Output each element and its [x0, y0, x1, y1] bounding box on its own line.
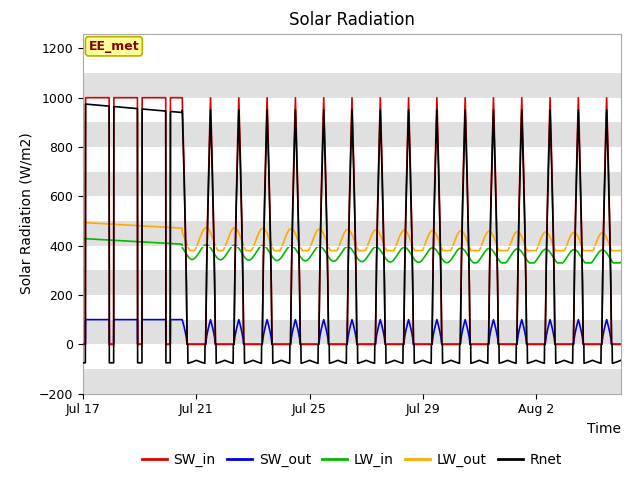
- Bar: [83, 320, 621, 344]
- Bar: [83, 369, 621, 394]
- Title: Solar Radiation: Solar Radiation: [289, 11, 415, 29]
- Bar: [83, 221, 621, 246]
- Bar: [83, 270, 621, 295]
- Legend: SW_in, SW_out, LW_in, LW_out, Rnet: SW_in, SW_out, LW_in, LW_out, Rnet: [136, 447, 568, 473]
- Bar: [83, 122, 621, 147]
- Text: EE_met: EE_met: [88, 40, 140, 53]
- Bar: [83, 73, 621, 98]
- Bar: [83, 172, 621, 196]
- Y-axis label: Solar Radiation (W/m2): Solar Radiation (W/m2): [20, 133, 33, 294]
- Text: Time: Time: [587, 422, 621, 436]
